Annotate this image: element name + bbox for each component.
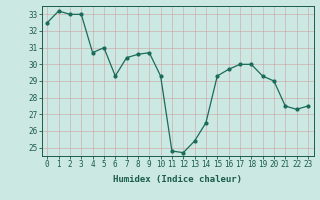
X-axis label: Humidex (Indice chaleur): Humidex (Indice chaleur) [113, 175, 242, 184]
